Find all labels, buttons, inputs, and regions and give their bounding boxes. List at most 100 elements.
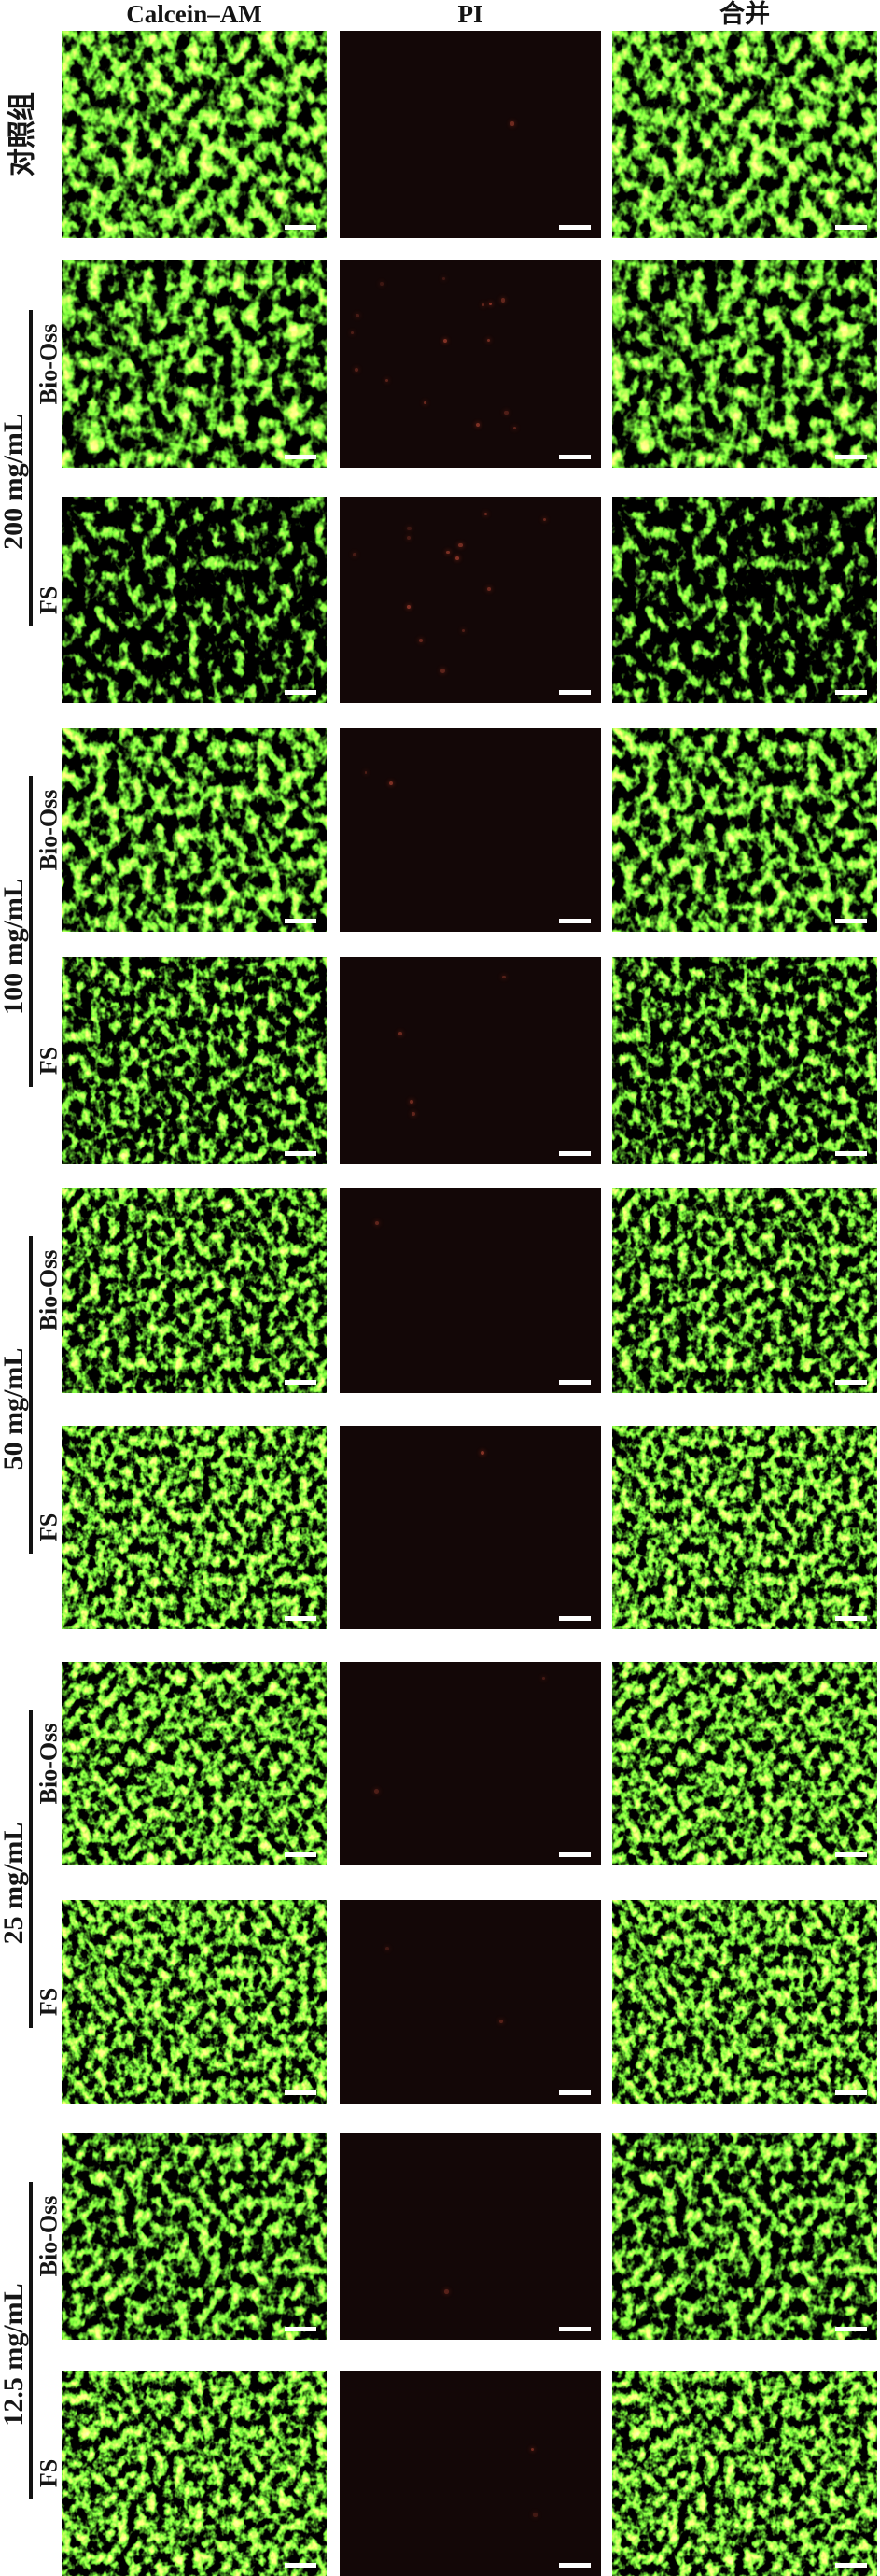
merge-panel	[612, 1900, 877, 2104]
calcein-panel	[62, 728, 327, 932]
pi-red-dot	[475, 422, 480, 427]
column-header-merge: 合并	[719, 0, 770, 28]
pi-red-dot	[441, 276, 445, 280]
pi-red-dot	[542, 1676, 546, 1680]
cell-texture	[62, 2133, 327, 2340]
cell-texture	[612, 728, 877, 932]
concentration-label: 25 mg/mL	[0, 1822, 29, 1945]
scale-bar	[285, 2090, 316, 2095]
scale-bar	[835, 2563, 867, 2568]
scale-bar	[285, 1616, 316, 1621]
pi-panel	[340, 1662, 601, 1865]
pi-red-dot	[374, 1220, 379, 1226]
scale-bar	[559, 2327, 591, 2331]
pi-red-dot	[486, 338, 491, 343]
cell-texture	[62, 1426, 327, 1629]
merge-panel	[612, 31, 877, 238]
pi-red-dot	[374, 1788, 380, 1794]
pi-red-dot	[484, 512, 488, 515]
pi-red-dot	[419, 638, 424, 642]
scale-bar	[285, 690, 316, 695]
scale-bar	[285, 1852, 316, 1857]
scale-bar	[559, 225, 591, 230]
merge-panel	[612, 260, 877, 468]
merge-panel	[612, 1426, 877, 1629]
pi-panel	[340, 31, 601, 238]
column-header-calcein-am: Calcein–AM	[126, 0, 262, 28]
cell-texture	[612, 31, 877, 238]
merge-panel	[612, 1188, 877, 1393]
merge-panel	[612, 497, 877, 703]
scale-bar	[285, 455, 316, 459]
pi-panel	[340, 2371, 601, 2576]
scale-bar	[559, 690, 591, 695]
cell-texture	[62, 1188, 327, 1393]
calcein-panel	[62, 957, 327, 1164]
scale-bar	[835, 1616, 867, 1621]
scale-bar	[559, 1151, 591, 1156]
pi-panel	[340, 497, 601, 703]
pi-panel	[340, 957, 601, 1164]
scale-bar	[285, 225, 316, 230]
material-label-fs: FS	[35, 1987, 63, 2017]
merge-panel	[612, 957, 877, 1164]
pi-panel	[340, 1900, 601, 2104]
pi-panel	[340, 1188, 601, 1393]
concentration-label: 50 mg/mL	[0, 1347, 29, 1471]
cell-texture	[612, 1662, 877, 1865]
calcein-panel	[62, 260, 327, 468]
group-bracket	[29, 776, 33, 1087]
pi-red-dot	[533, 2513, 538, 2517]
pi-red-dot	[444, 2289, 449, 2294]
material-label-fs: FS	[35, 2458, 63, 2488]
scale-bar	[835, 2327, 867, 2331]
scale-bar	[835, 225, 867, 230]
pi-red-dot	[380, 281, 384, 286]
pi-red-dot	[512, 427, 516, 430]
pi-red-dot	[500, 298, 505, 303]
calcein-panel	[62, 31, 327, 238]
pi-panel	[340, 1426, 601, 1629]
scale-bar	[285, 2563, 316, 2568]
cell-texture	[62, 31, 327, 238]
calcein-panel	[62, 1662, 327, 1865]
pi-red-dot	[442, 338, 447, 343]
calcein-panel	[62, 497, 327, 703]
pi-red-dot	[498, 2019, 503, 2023]
scale-bar	[559, 1616, 591, 1621]
scale-bar	[285, 1380, 316, 1385]
calcein-panel	[62, 2133, 327, 2340]
material-label-bio-oss: Bio-Oss	[35, 1249, 63, 1331]
scale-bar	[559, 1380, 591, 1385]
concentration-label: 12.5 mg/mL	[0, 2283, 29, 2427]
scale-bar	[559, 455, 591, 459]
cell-texture	[62, 728, 327, 932]
pi-red-dot	[351, 331, 354, 334]
scale-bar	[285, 2327, 316, 2331]
pi-red-dot	[424, 401, 427, 405]
pi-red-dot	[388, 781, 393, 785]
calcein-panel	[62, 1188, 327, 1393]
material-label-bio-oss: Bio-Oss	[35, 789, 63, 871]
pi-panel	[340, 728, 601, 932]
pi-red-dot	[480, 1450, 484, 1455]
scale-bar	[285, 919, 316, 923]
material-label-bio-oss: Bio-Oss	[35, 323, 63, 405]
group-bracket	[29, 2182, 33, 2499]
material-label-bio-oss: Bio-Oss	[35, 2195, 63, 2277]
control-group-label: 对照组	[7, 92, 38, 176]
scale-bar	[835, 455, 867, 459]
pi-red-dot	[411, 1111, 415, 1116]
merge-panel	[612, 728, 877, 932]
column-header-pi: PI	[457, 0, 483, 28]
pi-red-dot	[504, 410, 509, 415]
pi-red-dot	[440, 669, 446, 674]
scale-bar	[835, 1151, 867, 1156]
calcein-panel	[62, 2371, 327, 2576]
scale-bar	[559, 2090, 591, 2095]
material-label-fs: FS	[35, 1046, 63, 1076]
cell-texture	[612, 957, 877, 1164]
scale-bar	[285, 1151, 316, 1156]
pi-red-dot	[353, 552, 357, 556]
scale-bar	[559, 2563, 591, 2568]
